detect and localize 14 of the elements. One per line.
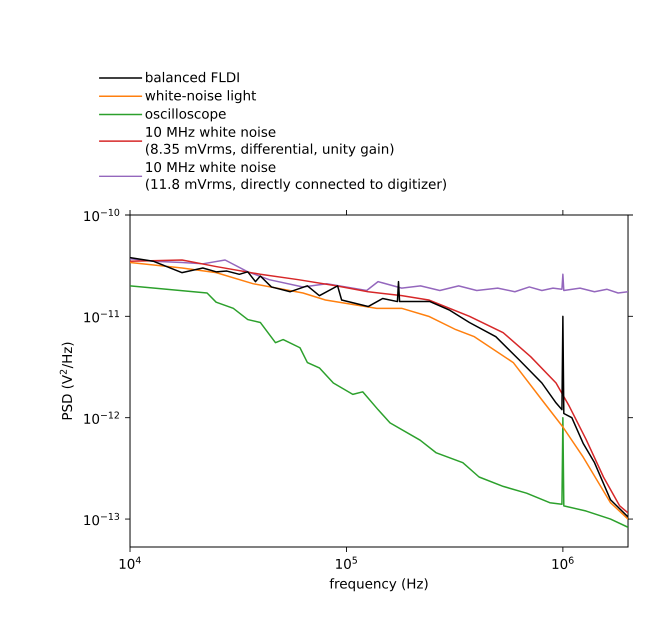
legend-label: balanced FLDI	[146, 72, 239, 82]
x-tick-label: 10$^{4}$	[120, 556, 141, 569]
legend-label: white-noise light	[145, 90, 256, 104]
legend-label: 10 MHz white noise (11.8 mVrms, directly connected to digitizer)	[146, 162, 446, 192]
legend-label: 10 MHz white noise (8.35 mVrms, differential, unity gain)	[146, 126, 394, 157]
y-tick-label: 10$^{−12}$	[84, 412, 119, 424]
y-tick-label: 10$^{−11}$	[84, 310, 119, 322]
y-tick-label: 10$^{−10}$	[84, 208, 120, 222]
y-axis-title: PSD (V$^{2}$/Hz)	[60, 342, 74, 420]
x-axis-title: frequency (Hz)	[330, 578, 428, 592]
legend-label: oscilloscope	[146, 108, 226, 122]
x-tick-label: 10$^{6}$	[552, 556, 574, 570]
y-tick-label: 10$^{−13}$	[84, 512, 120, 526]
x-tick-label: 10$^{5}$	[336, 556, 357, 569]
